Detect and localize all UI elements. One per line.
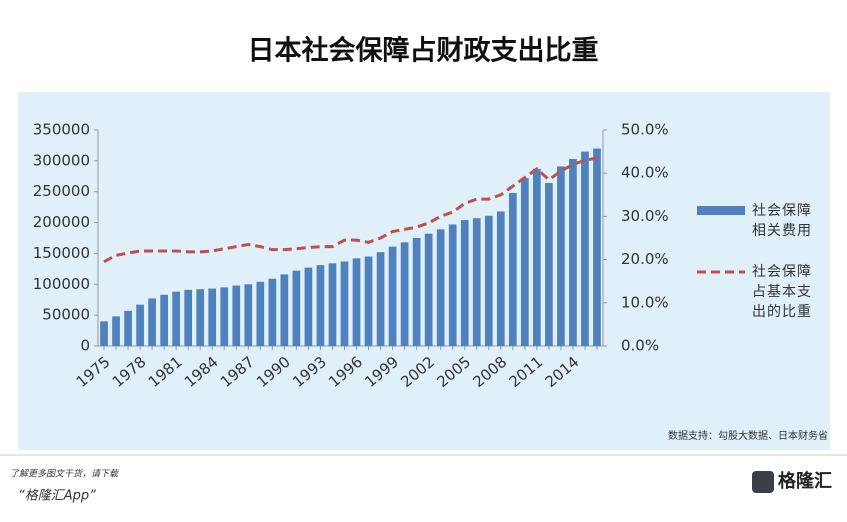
bar <box>436 229 445 346</box>
y-tick-label: 350000 <box>33 121 90 139</box>
chart-title: 日本社会保障占财政支出比重 <box>248 35 599 67</box>
bar <box>581 151 589 346</box>
bar <box>352 258 361 346</box>
bar <box>545 183 553 346</box>
y-tick-label: 250000 <box>33 182 90 200</box>
y-tick-label: 300000 <box>33 151 90 169</box>
bar <box>304 267 313 346</box>
bar <box>220 287 229 346</box>
bar <box>460 220 469 346</box>
logo: 格隆汇 <box>778 470 832 492</box>
bar <box>424 233 433 346</box>
bar <box>100 321 108 346</box>
bar <box>292 270 301 346</box>
bar <box>472 218 481 346</box>
line <box>103 156 598 264</box>
bar <box>268 278 277 346</box>
bar <box>484 215 493 346</box>
footer-app: “格隆汇App” <box>18 489 96 504</box>
bar <box>208 288 217 346</box>
bar <box>508 192 517 346</box>
footer-note: 了解更多图文干货，请下载 <box>10 469 119 480</box>
bar <box>124 310 132 346</box>
y2-tick-label: 0.0% <box>621 337 659 355</box>
y-tick-label: 200000 <box>33 213 90 231</box>
bar <box>136 304 144 346</box>
bar <box>364 256 373 346</box>
bar <box>520 178 529 346</box>
y2-tick-label: 50.0% <box>621 121 669 139</box>
legend-label: 社会保障占基本支出的比重 <box>752 264 812 320</box>
bar <box>496 211 505 346</box>
bar <box>316 265 325 346</box>
bar <box>557 166 565 346</box>
bar <box>148 298 156 346</box>
y-tick-label: 100000 <box>33 275 90 293</box>
y2-tick-label: 20.0% <box>621 250 669 268</box>
bar <box>160 294 168 346</box>
bar <box>112 316 120 346</box>
bar <box>340 261 349 346</box>
bar <box>412 238 421 346</box>
source: 数据支持：勾股大数据、日本财务省 <box>668 429 828 442</box>
bar <box>280 274 289 346</box>
y2-tick-label: 10.0% <box>621 293 669 311</box>
bar <box>196 289 205 346</box>
y2-tick-label: 30.0% <box>621 207 669 225</box>
bar <box>533 168 541 346</box>
legend-swatch <box>697 206 745 215</box>
bar <box>376 252 385 346</box>
y-tick-label: 0 <box>80 337 90 355</box>
bar <box>448 224 457 346</box>
bar <box>388 246 397 346</box>
bar <box>400 242 409 346</box>
y2-tick-label: 40.0% <box>621 164 669 182</box>
bar <box>569 159 577 346</box>
chart-background <box>18 92 830 450</box>
bar <box>256 281 265 346</box>
logo-icon <box>752 471 774 493</box>
bar <box>593 148 601 346</box>
bar <box>184 289 193 346</box>
bar <box>328 263 337 346</box>
bar <box>244 284 253 346</box>
bar <box>232 285 241 346</box>
y-tick-label: 50000 <box>42 306 90 324</box>
y-tick-label: 150000 <box>33 244 90 262</box>
bar <box>172 291 181 346</box>
legend-label: 社会保障相关费用 <box>752 203 812 239</box>
